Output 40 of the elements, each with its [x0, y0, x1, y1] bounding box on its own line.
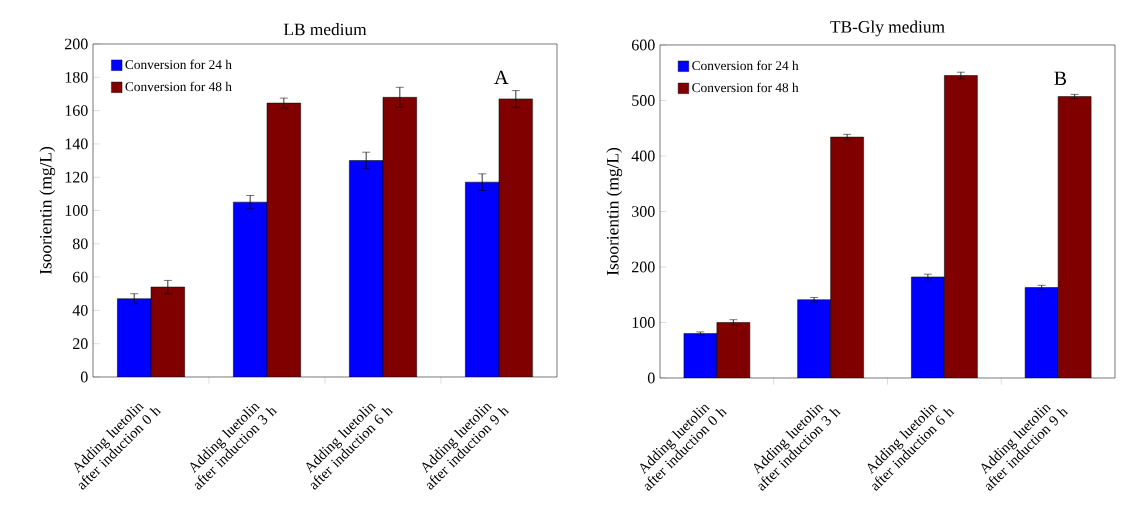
y-tick-label: 80 [72, 238, 88, 250]
y-tick-label: 200 [65, 38, 88, 50]
annotation: A [494, 70, 509, 84]
y-tick-label: 200 [632, 261, 655, 273]
legend-label: Conversion for 24 h [125, 59, 232, 70]
y-tick-label: 300 [632, 206, 655, 217]
annotation: B [1054, 71, 1067, 85]
bar [349, 160, 384, 377]
bar [911, 276, 945, 378]
chart-title: LB medium [283, 23, 367, 36]
bar [683, 333, 718, 378]
y-tick-label: 0 [647, 372, 655, 384]
y-tick-label: 160 [65, 105, 88, 116]
bar [150, 286, 185, 377]
y-tick-label: 20 [73, 338, 88, 350]
legend-label: Conversion for 48 h [692, 82, 799, 93]
y-tick-label: 60 [72, 271, 88, 283]
legend-label: Conversion for 48 h [125, 81, 232, 92]
bar [382, 97, 417, 377]
y-axis-title: Isoorientin (mg/L) [39, 146, 56, 275]
y-tick-label: 100 [65, 205, 88, 216]
bar [117, 298, 152, 377]
y-tick-label: 600 [631, 39, 655, 51]
bar [498, 98, 533, 377]
y-tick-label: 0 [80, 371, 88, 383]
y-tick-label: 180 [65, 71, 88, 83]
bar [266, 102, 301, 377]
legend-label: Conversion for 24 h [692, 60, 799, 71]
chart-title: TB-Gly medium [830, 20, 945, 37]
y-tick-label: 500 [632, 95, 655, 106]
bar [465, 181, 500, 377]
bar [797, 299, 831, 378]
y-tick-label: 40 [72, 304, 88, 316]
y-axis-title: Isoorientin (mg/L) [606, 147, 623, 276]
y-tick-label: 140 [65, 138, 88, 150]
y-tick-label: 400 [631, 150, 655, 162]
bar [1024, 287, 1059, 378]
y-tick-label: 120 [65, 171, 88, 183]
bar [233, 201, 268, 377]
y-tick-label: 100 [632, 317, 655, 328]
